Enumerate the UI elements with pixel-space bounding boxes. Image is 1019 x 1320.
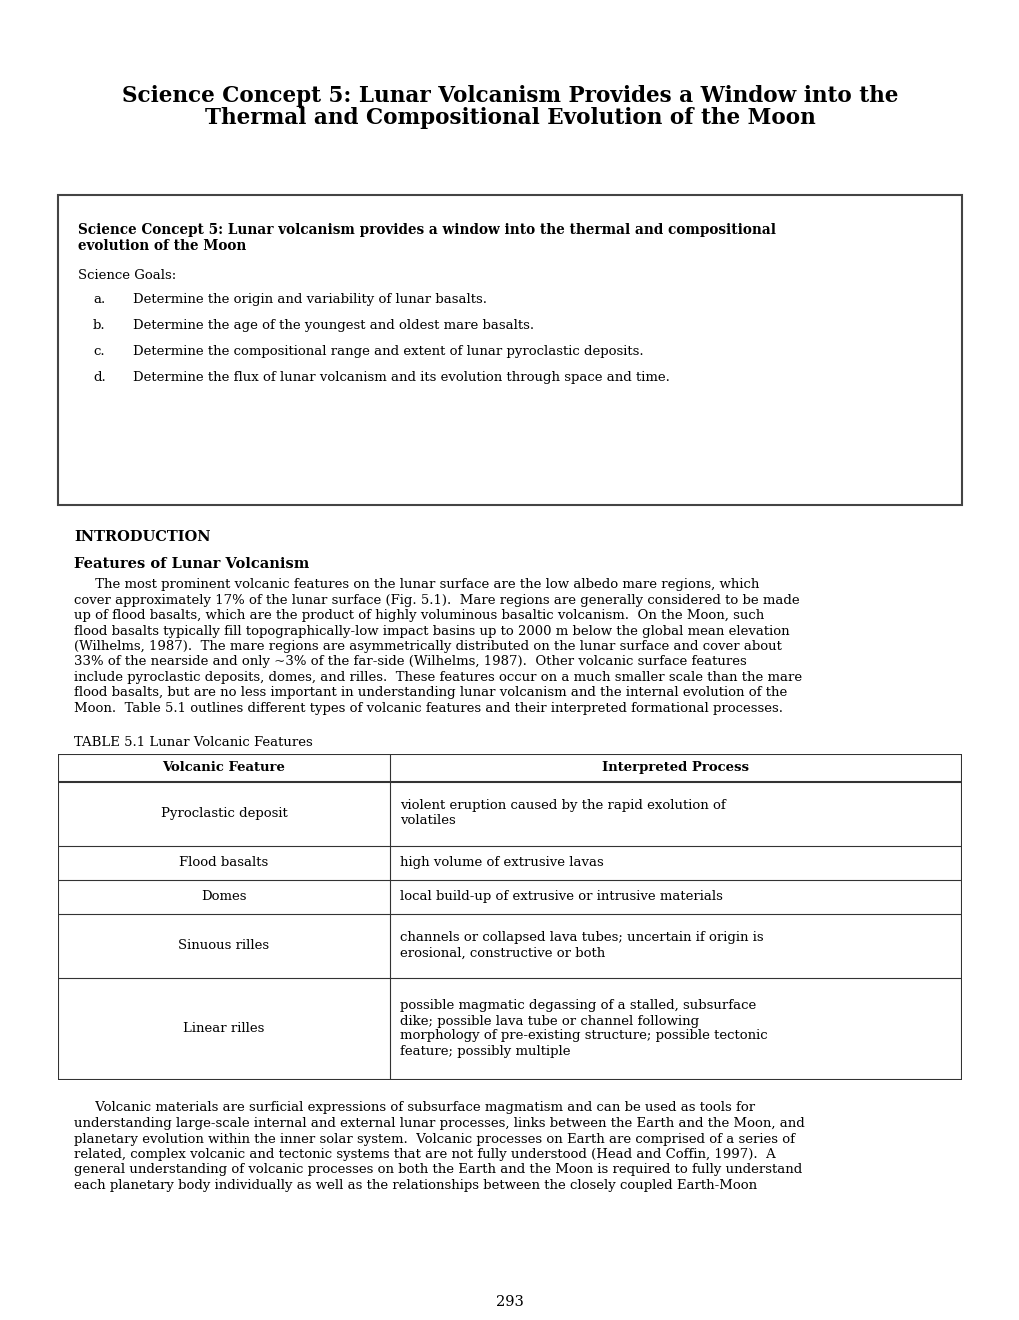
Text: Interpreted Process: Interpreted Process [602,762,749,774]
Text: Linear rilles: Linear rilles [183,1022,264,1035]
Text: understanding large-scale internal and external lunar processes, links between t: understanding large-scale internal and e… [74,1117,804,1130]
Text: The most prominent volcanic features on the lunar surface are the low albedo mar: The most prominent volcanic features on … [74,578,759,591]
Text: Determine the origin and variability of lunar basalts.: Determine the origin and variability of … [132,293,486,306]
Text: channels or collapsed lava tubes; uncertain if origin is: channels or collapsed lava tubes; uncert… [399,932,763,945]
Text: Sinuous rilles: Sinuous rilles [178,939,269,952]
Text: Science Concept 5: Lunar volcanism provides a window into the thermal and compos: Science Concept 5: Lunar volcanism provi… [77,223,775,238]
Text: 293: 293 [495,1295,524,1309]
Text: Thermal and Compositional Evolution of the Moon: Thermal and Compositional Evolution of t… [205,107,814,129]
Text: Science Concept 5: Lunar Volcanism Provides a Window into the: Science Concept 5: Lunar Volcanism Provi… [121,84,898,107]
Text: INTRODUCTION: INTRODUCTION [74,531,211,544]
Text: planetary evolution within the inner solar system.  Volcanic processes on Earth : planetary evolution within the inner sol… [74,1133,795,1146]
Text: flood basalts, but are no less important in understanding lunar volcanism and th: flood basalts, but are no less important… [74,686,787,700]
Text: high volume of extrusive lavas: high volume of extrusive lavas [399,855,603,869]
Text: volatiles: volatiles [399,814,455,828]
Text: b.: b. [93,319,106,333]
Text: morphology of pre-existing structure; possible tectonic: morphology of pre-existing structure; po… [399,1030,767,1043]
Text: possible magmatic degassing of a stalled, subsurface: possible magmatic degassing of a stalled… [399,999,755,1012]
Text: Features of Lunar Volcanism: Features of Lunar Volcanism [74,557,310,572]
Text: Science Goals:: Science Goals: [77,269,176,282]
Text: Determine the flux of lunar volcanism and its evolution through space and time.: Determine the flux of lunar volcanism an… [132,371,669,384]
Text: erosional, constructive or both: erosional, constructive or both [399,946,604,960]
Text: flood basalts typically fill topographically-low impact basins up to 2000 m belo: flood basalts typically fill topographic… [74,624,790,638]
Text: include pyroclastic deposits, domes, and rilles.  These features occur on a much: include pyroclastic deposits, domes, and… [74,671,802,684]
Text: a.: a. [93,293,105,306]
Text: Determine the age of the youngest and oldest mare basalts.: Determine the age of the youngest and ol… [132,319,534,333]
Text: Volcanic materials are surficial expressions of subsurface magmatism and can be : Volcanic materials are surficial express… [74,1101,755,1114]
Text: related, complex volcanic and tectonic systems that are not fully understood (He: related, complex volcanic and tectonic s… [74,1148,775,1162]
Text: local build-up of extrusive or intrusive materials: local build-up of extrusive or intrusive… [399,890,722,903]
Text: dike; possible lava tube or channel following: dike; possible lava tube or channel foll… [399,1015,698,1027]
Text: general understanding of volcanic processes on both the Earth and the Moon is re: general understanding of volcanic proces… [74,1163,802,1176]
Text: cover approximately 17% of the lunar surface (Fig. 5.1).  Mare regions are gener: cover approximately 17% of the lunar sur… [74,594,799,606]
Text: (Wilhelms, 1987).  The mare regions are asymmetrically distributed on the lunar : (Wilhelms, 1987). The mare regions are a… [74,640,782,653]
Text: d.: d. [93,371,106,384]
Text: Pyroclastic deposit: Pyroclastic deposit [160,807,287,820]
Text: Volcanic Feature: Volcanic Feature [162,762,285,774]
Text: 33% of the nearside and only ~3% of the far-side (Wilhelms, 1987).  Other volcan: 33% of the nearside and only ~3% of the … [74,656,747,668]
Text: Determine the compositional range and extent of lunar pyroclastic deposits.: Determine the compositional range and ex… [132,345,643,358]
Text: violent eruption caused by the rapid exolution of: violent eruption caused by the rapid exo… [399,800,726,813]
Text: up of flood basalts, which are the product of highly voluminous basaltic volcani: up of flood basalts, which are the produ… [74,609,764,622]
Text: Domes: Domes [201,890,247,903]
Text: evolution of the Moon: evolution of the Moon [77,239,247,253]
Text: Flood basalts: Flood basalts [179,855,268,869]
Text: Moon.  Table 5.1 outlines different types of volcanic features and their interpr: Moon. Table 5.1 outlines different types… [74,702,783,715]
Text: each planetary body individually as well as the relationships between the closel: each planetary body individually as well… [74,1179,757,1192]
Text: TABLE 5.1 Lunar Volcanic Features: TABLE 5.1 Lunar Volcanic Features [74,735,313,748]
Text: c.: c. [93,345,105,358]
Text: feature; possibly multiple: feature; possibly multiple [399,1044,570,1057]
